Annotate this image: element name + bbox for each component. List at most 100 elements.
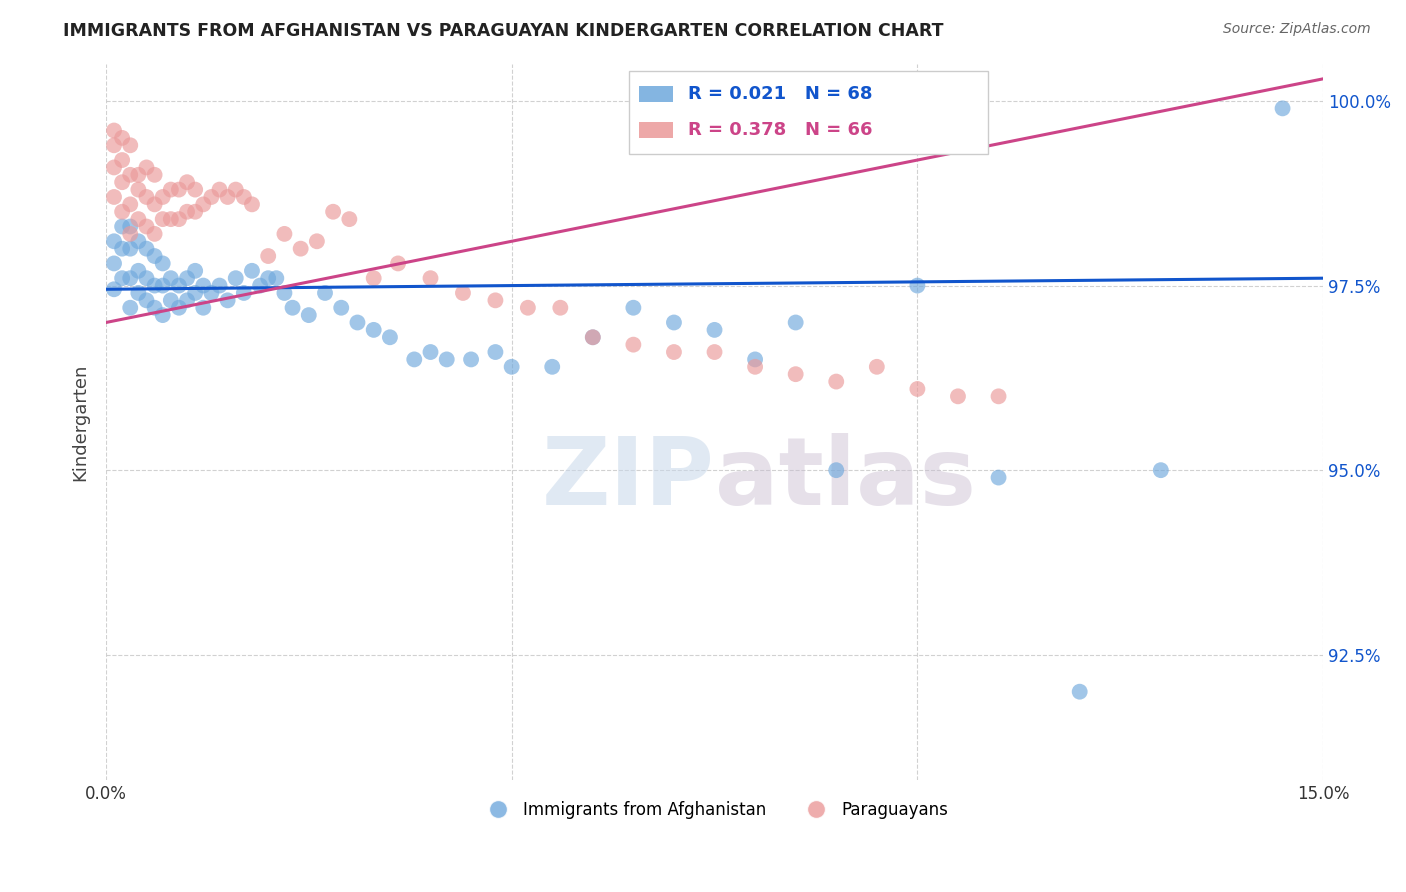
Point <box>866 359 889 374</box>
Point <box>127 234 149 248</box>
Point <box>103 256 125 270</box>
Point <box>208 183 231 197</box>
Point <box>127 183 149 197</box>
Point <box>159 212 181 227</box>
Point <box>111 219 134 234</box>
Point <box>120 242 142 256</box>
Point <box>1069 684 1091 698</box>
Point <box>387 256 409 270</box>
Point <box>159 293 181 308</box>
Point <box>127 168 149 182</box>
Point <box>621 337 644 351</box>
Text: R = 0.021   N = 68: R = 0.021 N = 68 <box>688 85 872 103</box>
Point <box>273 285 295 300</box>
Point <box>152 190 174 204</box>
Point <box>135 242 157 256</box>
Point <box>193 301 215 315</box>
Point <box>143 278 166 293</box>
Point <box>550 301 572 315</box>
Legend: Immigrants from Afghanistan, Paraguayans: Immigrants from Afghanistan, Paraguayans <box>474 795 955 826</box>
Point <box>621 301 644 315</box>
Point <box>143 197 166 211</box>
Point <box>232 285 254 300</box>
Point <box>120 271 142 285</box>
Point <box>135 271 157 285</box>
Point <box>825 463 848 477</box>
Point <box>167 183 190 197</box>
Point <box>785 367 807 381</box>
Point <box>785 316 807 330</box>
Point <box>703 345 725 359</box>
Point <box>120 301 142 315</box>
Point <box>167 212 190 227</box>
Point <box>167 278 190 293</box>
Text: R = 0.378   N = 66: R = 0.378 N = 66 <box>688 121 872 139</box>
Point <box>257 271 280 285</box>
Point <box>143 249 166 263</box>
Point <box>240 197 263 211</box>
Point <box>127 285 149 300</box>
Point <box>225 271 247 285</box>
Point <box>200 285 222 300</box>
Point <box>103 161 125 175</box>
Point <box>330 301 353 315</box>
Point <box>1150 463 1173 477</box>
Point <box>152 308 174 322</box>
Point <box>249 278 271 293</box>
Point <box>176 175 198 189</box>
Point <box>111 271 134 285</box>
Point <box>987 389 1010 403</box>
Point <box>167 301 190 315</box>
Point <box>363 323 385 337</box>
Point <box>159 183 181 197</box>
Point <box>363 271 385 285</box>
Point <box>184 264 207 278</box>
Point <box>436 352 458 367</box>
Text: IMMIGRANTS FROM AFGHANISTAN VS PARAGUAYAN KINDERGARTEN CORRELATION CHART: IMMIGRANTS FROM AFGHANISTAN VS PARAGUAYA… <box>63 22 943 40</box>
Point <box>281 301 304 315</box>
Point <box>240 264 263 278</box>
Point <box>200 190 222 204</box>
Bar <box>640 122 673 138</box>
Point <box>582 330 605 344</box>
Point <box>314 285 336 300</box>
Point <box>120 168 142 182</box>
Text: atlas: atlas <box>714 434 976 525</box>
Point <box>111 131 134 145</box>
Point <box>176 293 198 308</box>
Point <box>257 249 280 263</box>
Point <box>290 242 312 256</box>
Point <box>103 138 125 153</box>
Y-axis label: Kindergarten: Kindergarten <box>72 364 89 481</box>
Point <box>103 123 125 137</box>
Point <box>516 301 538 315</box>
Point <box>541 359 564 374</box>
Point <box>208 278 231 293</box>
Point <box>905 382 928 396</box>
Point <box>152 212 174 227</box>
Bar <box>640 87 673 102</box>
Point <box>1271 101 1294 115</box>
Point <box>744 359 766 374</box>
Point <box>378 330 401 344</box>
Point <box>193 197 215 211</box>
Point <box>322 204 344 219</box>
Point <box>143 227 166 241</box>
Point <box>135 293 157 308</box>
Point <box>120 227 142 241</box>
Point <box>298 308 321 322</box>
Point <box>135 219 157 234</box>
Point <box>946 389 969 403</box>
Point <box>225 183 247 197</box>
Point <box>159 271 181 285</box>
Point <box>232 190 254 204</box>
Point <box>152 278 174 293</box>
Point <box>120 138 142 153</box>
Point <box>484 345 506 359</box>
Point <box>184 183 207 197</box>
Point <box>337 212 360 227</box>
Point <box>152 256 174 270</box>
Point <box>103 234 125 248</box>
Point <box>176 204 198 219</box>
Point <box>127 264 149 278</box>
